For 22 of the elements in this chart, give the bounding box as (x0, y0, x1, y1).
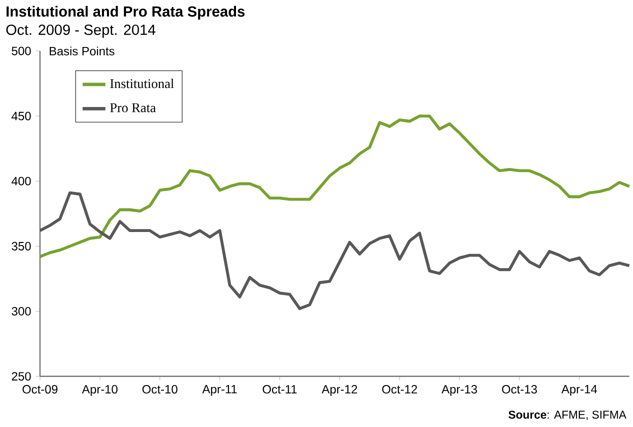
y-tick-label: 450 (12, 112, 31, 120)
y-tick-label: 500 (12, 46, 31, 56)
x-tick-label: Oct-11 (262, 385, 297, 394)
text: Source: AFME, SIFMA (508, 410, 626, 420)
y-tick-label: 350 (12, 242, 31, 250)
chart-title: Institutional and Pro Rata Spreads (6, 6, 245, 20)
x-tick-label: Oct-12 (382, 385, 417, 394)
y-tick-label: 400 (12, 176, 31, 186)
x-tick-label: Apr-10 (82, 385, 118, 396)
x-tick-label: Apr-12 (322, 385, 358, 396)
x-tick-label: Oct-09 (22, 385, 58, 394)
x-tick-label: Oct-10 (142, 385, 178, 394)
x-tick-label: Apr-13 (442, 385, 477, 396)
y-axis-title: Basis Points (50, 46, 114, 56)
x-tick-label: Apr-14 (561, 385, 598, 396)
y-tick-label: 300 (12, 306, 31, 316)
legend-label: Pro Rata (110, 103, 156, 112)
chart-subtitle: Oct. 2009 - Sept. 2014 (6, 24, 156, 38)
y-tick-label: 250 (12, 372, 31, 381)
x-tick-label: Apr-11 (202, 385, 237, 396)
legend-label: Institutional (110, 78, 174, 88)
x-tick-label: Oct-13 (502, 385, 537, 394)
